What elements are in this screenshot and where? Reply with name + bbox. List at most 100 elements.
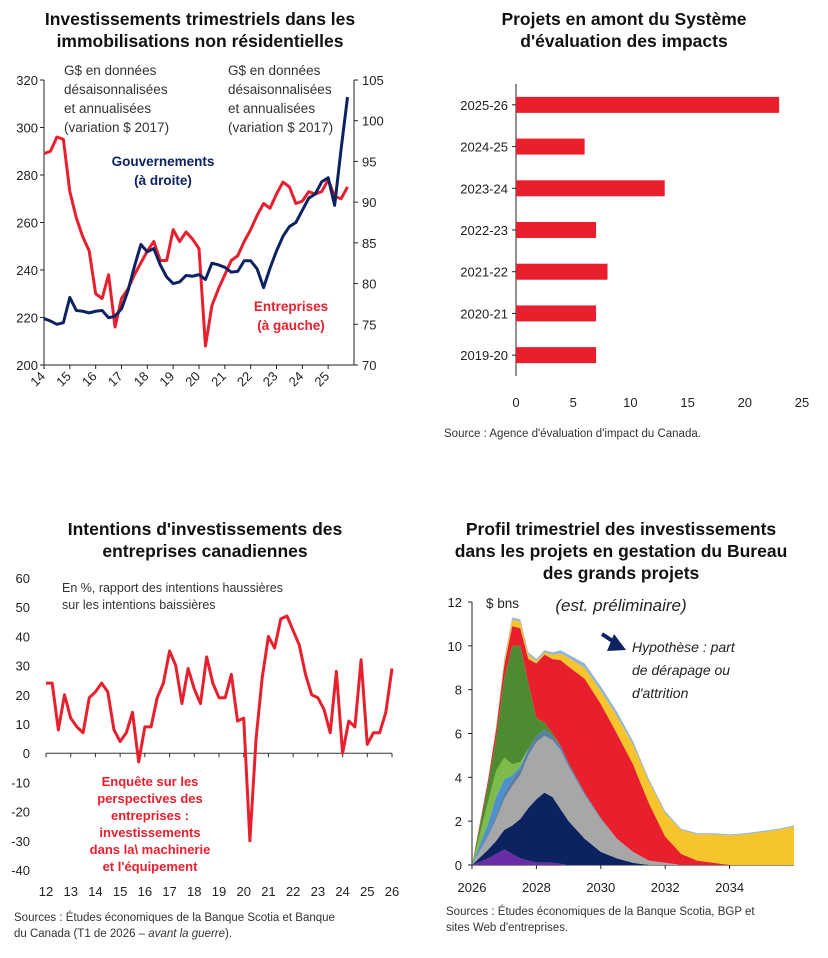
chart1-note-right: G$ en données xyxy=(228,63,321,78)
chart3-source-part-b: avant la guerre xyxy=(148,928,225,940)
chart2-category-label: 2021-22 xyxy=(460,265,508,280)
chart-investissements: Investissements trimestriels dans les im… xyxy=(0,0,400,420)
chart3-source-part-a: du Canada (T1 de 2026 – xyxy=(14,928,149,940)
chart3-title-line1: Intentions d'investissements des xyxy=(67,519,343,539)
chart1-right-tick-label: 70 xyxy=(362,358,376,373)
chart4-y-tick-label: 2 xyxy=(455,814,462,829)
chart4-arrow-head xyxy=(607,634,626,651)
chart4-y-tick-label: 8 xyxy=(455,683,462,698)
chart3-series-label: investissements xyxy=(99,825,200,840)
chart3-series-label: et l'équipement xyxy=(103,859,198,874)
chart1-note-left: et annualisées xyxy=(64,101,151,116)
chart4-y-tick-label: 0 xyxy=(455,858,462,873)
chart4-annotation: de dérapage ou xyxy=(632,662,730,678)
chart1-x-tick-label: 15 xyxy=(53,369,74,390)
chart3-x-tick-label: 26 xyxy=(385,884,399,899)
chart4-area-gray xyxy=(472,735,794,865)
chart1-right-tick-label: 95 xyxy=(362,154,376,169)
chart2-bar xyxy=(516,222,597,238)
chart4-area-red xyxy=(472,626,794,865)
chart4-x-tick-label: 2034 xyxy=(715,880,744,895)
chart2-title: Projets en amont du Système d'évaluation… xyxy=(420,8,828,52)
chart4-title-line2: dans les projets en gestation du Bureau xyxy=(454,541,788,561)
chart1-left-tick-label: 240 xyxy=(16,263,38,278)
chart3-title-line2: entreprises canadiennes xyxy=(102,541,308,561)
chart4-title-line3: des grands projets xyxy=(542,563,700,583)
chart1-x-tick-label: 24 xyxy=(286,369,307,390)
chart3-y-tick-label: 10 xyxy=(16,717,30,732)
chart3-y-tick-label: 30 xyxy=(16,659,30,674)
chart4-y-tick-label: 4 xyxy=(455,770,462,785)
chart3-series-label: Enquête sur les xyxy=(102,774,199,789)
chart4-annotation: d'attrition xyxy=(632,685,689,701)
chart1-label-entreprises: Entreprises xyxy=(254,299,328,314)
chart2-x-tick-label: 25 xyxy=(795,395,809,410)
chart2-x-tick-label: 20 xyxy=(738,395,752,410)
chart3-x-tick-label: 21 xyxy=(261,884,275,899)
chart4-area-navy xyxy=(472,792,794,865)
chart3-y-tick-label: 40 xyxy=(16,629,30,644)
chart1-note-right: (variation $ 2017) xyxy=(228,120,333,135)
chart3-y-tick-label: -40 xyxy=(11,863,30,878)
chart1-left-tick-label: 300 xyxy=(16,121,38,136)
chart4-y-tick-label: 6 xyxy=(455,727,462,742)
chart3-series-label: dans la\ machinerie xyxy=(90,842,211,857)
chart3-y-tick-label: 60 xyxy=(16,571,30,586)
chart4-title: Profil trimestriel des investissements d… xyxy=(414,518,828,584)
chart-intentions: Intentions d'investissements des entrepr… xyxy=(0,510,410,958)
chart1-note-right: désaisonnalisées xyxy=(228,82,332,97)
chart4-area-lightblue xyxy=(472,617,794,865)
chart3-title: Intentions d'investissements des entrepr… xyxy=(0,518,410,562)
chart4-source-line1: Sources : Études économiques de la Banqu… xyxy=(446,906,755,918)
chart2-source: Source : Agence d'évaluation d'impact du… xyxy=(444,428,701,440)
chart2-bar xyxy=(516,305,597,322)
chart3-y-tick-label: 20 xyxy=(16,688,30,703)
chart4-area-purple xyxy=(472,849,794,865)
chart3-x-tick-label: 23 xyxy=(311,884,325,899)
chart2-title-line1: Projets en amont du Système xyxy=(501,9,747,29)
chart1-left-tick-label: 220 xyxy=(16,311,38,326)
chart2-title-line2: d'évaluation des impacts xyxy=(520,31,728,51)
chart1-x-tick-label: 19 xyxy=(156,369,177,390)
chart1-left-tick-label: 260 xyxy=(16,216,38,231)
chart4-x-tick-label: 2026 xyxy=(458,880,487,895)
chart3-series-intentions xyxy=(46,614,394,843)
chart2-bar xyxy=(516,180,665,197)
chart2-x-tick-label: 15 xyxy=(680,395,694,410)
chart1-title: Investissements trimestriels dans les im… xyxy=(0,8,400,52)
chart2-category-label: 2023-24 xyxy=(460,181,508,196)
chart3-series-label: entreprises : xyxy=(111,808,189,823)
chart3-series-label: perspectives des xyxy=(97,791,203,806)
chart4-x-tick-label: 2032 xyxy=(651,880,680,895)
chart1-x-tick-label: 17 xyxy=(105,369,126,390)
chart4-area-yellow xyxy=(472,619,794,865)
chart2-x-tick-label: 5 xyxy=(570,395,577,410)
chart3-y-tick-label: -10 xyxy=(11,775,30,790)
chart3-x-tick-label: 17 xyxy=(162,884,176,899)
chart1-left-tick-label: 200 xyxy=(16,358,38,373)
chart1-x-tick-label: 16 xyxy=(79,369,100,390)
chart1-title-line1: Investissements trimestriels dans les xyxy=(44,9,356,29)
chart1-right-tick-label: 80 xyxy=(362,277,376,292)
chart1-title-line2: immobilisations non résidentielles xyxy=(56,31,344,51)
chart3-source-line2: du Canada (T1 de 2026 – avant la guerre)… xyxy=(14,926,404,942)
chart3-x-tick-label: 12 xyxy=(39,884,53,899)
chart3-x-tick-label: 15 xyxy=(113,884,127,899)
chart1-note-left: (variation $ 2017) xyxy=(64,120,169,135)
chart3-x-tick-label: 13 xyxy=(63,884,77,899)
chart4-source-line2: sites Web d'entreprises. xyxy=(446,922,569,934)
chart3-x-tick-label: 16 xyxy=(138,884,152,899)
chart3-source-line1: Sources : Études économiques de la Banqu… xyxy=(14,912,335,924)
chart3-x-tick-label: 24 xyxy=(335,884,349,899)
chart-projets-amont: Projets en amont du Système d'évaluation… xyxy=(420,0,828,450)
chart1-x-tick-label: 21 xyxy=(208,369,229,390)
chart2-plot: 2025-26 2024-25 2023-24 2022-23 2021-22 2020-… xyxy=(460,84,809,410)
chart2-bar xyxy=(516,96,780,113)
chart2-category-label: 2020-21 xyxy=(460,306,508,321)
chart2-bar xyxy=(516,263,608,280)
chart3-x-tick-label: 19 xyxy=(212,884,226,899)
chart4-y-tick-label: 10 xyxy=(448,639,462,654)
chart3-source: Sources : Études économiques de la Banqu… xyxy=(14,910,404,942)
chart1-note-left: G$ en données xyxy=(64,63,157,78)
chart1-right-tick-label: 90 xyxy=(362,195,376,210)
